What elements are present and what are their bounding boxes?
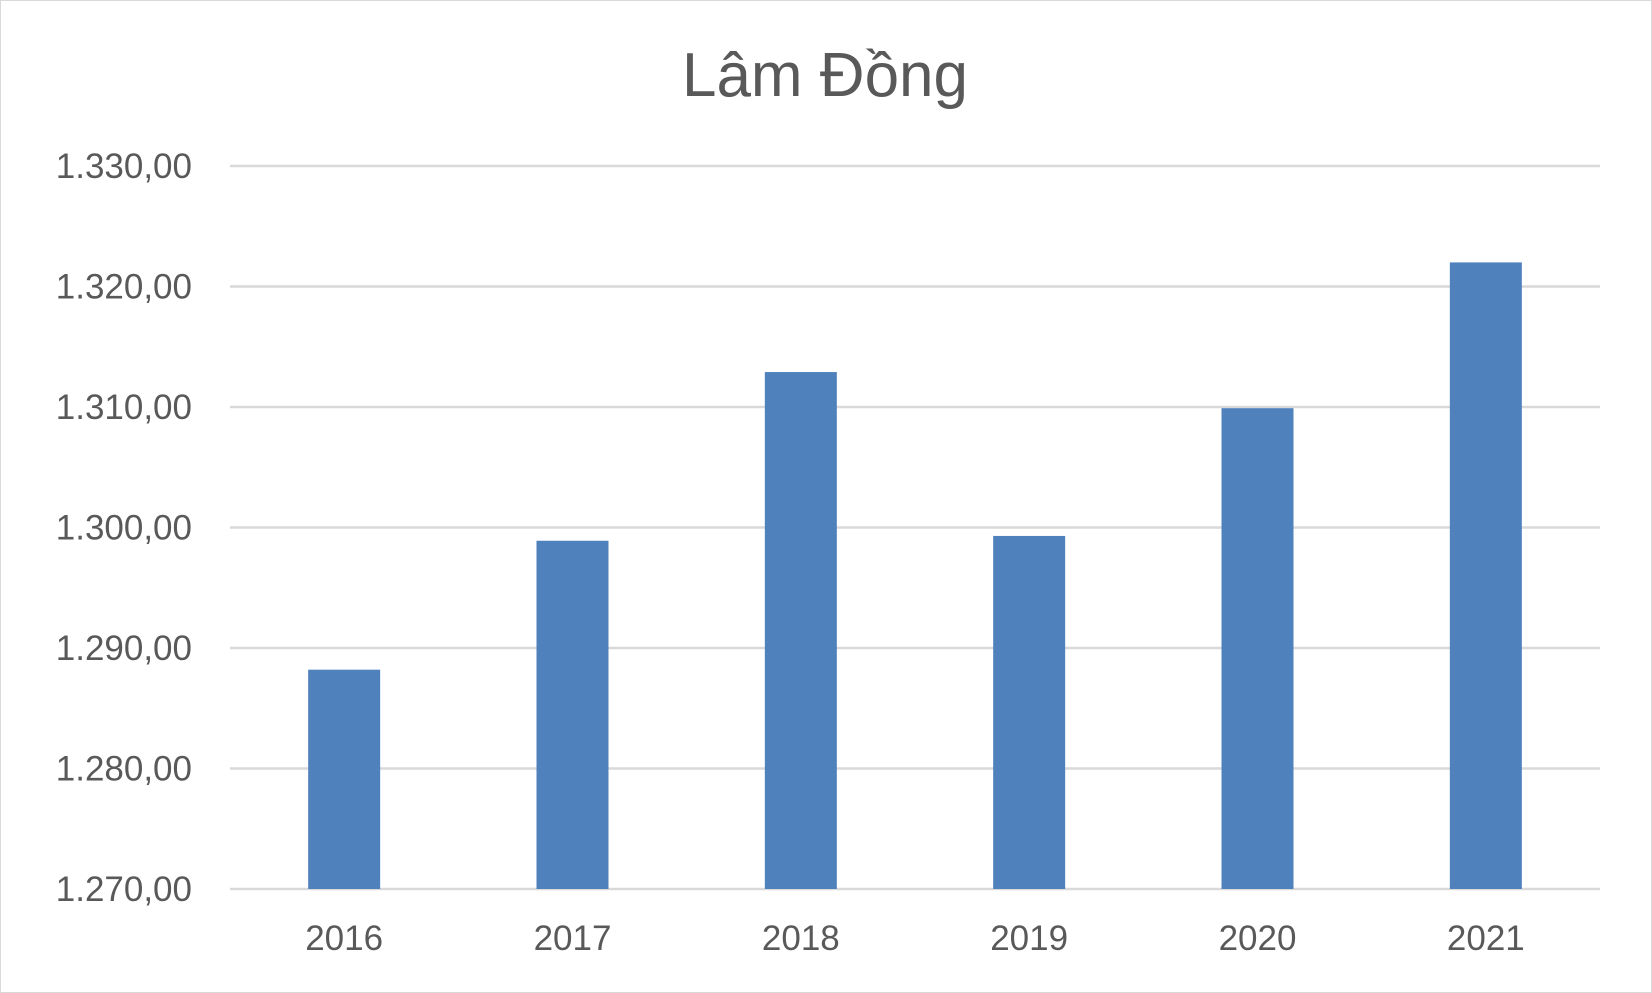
x-axis-labels: 2016 2017 2018 2019 2020 2021 (305, 919, 1525, 958)
y-tick-label: 1.330,00 (56, 147, 192, 186)
y-tick-label: 1.280,00 (56, 750, 192, 789)
gridlines (230, 164, 1600, 891)
bars (308, 262, 1522, 889)
bar-2018 (764, 372, 837, 889)
x-tick-label: 2016 (305, 919, 383, 958)
chart-title: Lâm Đồng (682, 41, 968, 110)
y-tick-label: 1.310,00 (56, 388, 192, 427)
bar-2021 (1449, 262, 1522, 889)
y-tick-label: 1.290,00 (56, 629, 192, 668)
bar-2016 (308, 669, 381, 889)
x-tick-label: 2017 (534, 919, 612, 958)
x-tick-label: 2021 (1447, 919, 1525, 958)
y-tick-label: 1.300,00 (56, 509, 192, 548)
y-axis-labels: 1.270,00 1.280,00 1.290,00 1.300,00 1.310,00… (56, 147, 192, 909)
x-tick-label: 2020 (1219, 919, 1297, 958)
bar-2020 (1221, 408, 1294, 889)
bar-2017 (536, 540, 609, 889)
y-tick-label: 1.270,00 (56, 870, 192, 909)
x-tick-label: 2019 (990, 919, 1068, 958)
bar-2019 (993, 535, 1066, 889)
y-tick-label: 1.320,00 (56, 268, 192, 307)
x-tick-label: 2018 (762, 919, 840, 958)
